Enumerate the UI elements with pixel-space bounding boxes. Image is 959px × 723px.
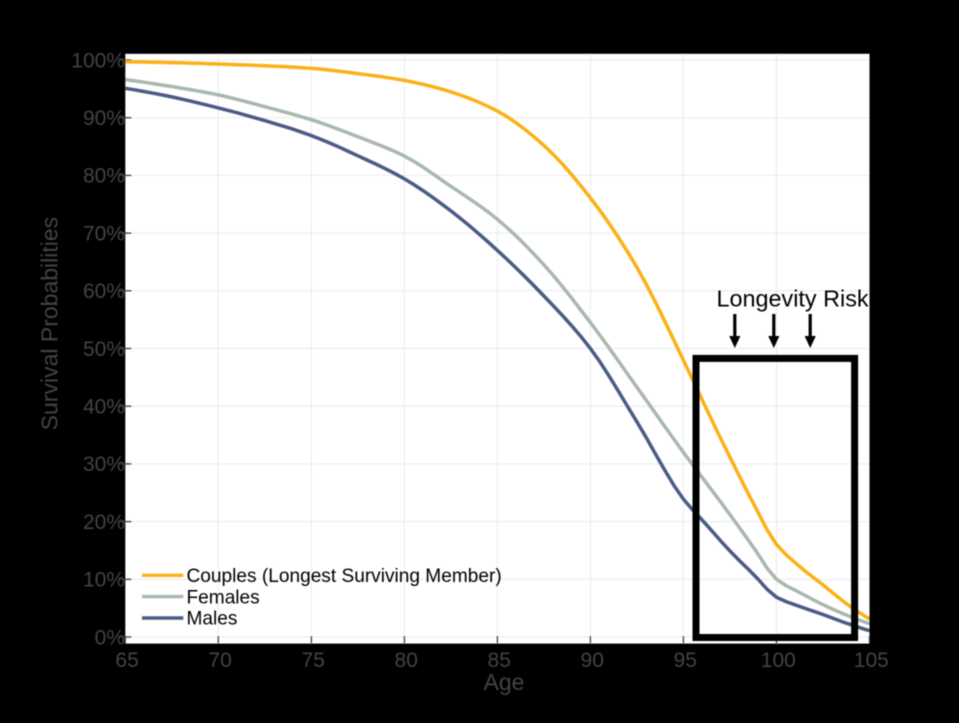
svg-text:80%: 80% <box>83 165 125 188</box>
svg-text:100: 100 <box>761 649 796 672</box>
svg-text:105: 105 <box>854 649 889 672</box>
svg-text:Couples (Longest Surviving Mem: Couples (Longest Surviving Member) <box>187 566 502 587</box>
svg-text:50%: 50% <box>83 338 125 361</box>
svg-text:95: 95 <box>674 649 697 672</box>
svg-text:20%: 20% <box>83 511 125 534</box>
svg-text:100%: 100% <box>71 49 125 72</box>
svg-text:85: 85 <box>488 649 511 672</box>
svg-text:90%: 90% <box>83 107 125 130</box>
svg-text:90: 90 <box>581 649 604 672</box>
svg-text:Males: Males <box>187 609 238 630</box>
svg-text:65: 65 <box>115 649 138 672</box>
svg-text:80: 80 <box>395 649 418 672</box>
svg-text:70%: 70% <box>83 222 125 245</box>
svg-text:40%: 40% <box>83 396 125 419</box>
svg-text:0%: 0% <box>95 626 125 649</box>
svg-text:70: 70 <box>208 649 231 672</box>
svg-text:10%: 10% <box>83 569 125 592</box>
svg-text:Age: Age <box>484 669 525 695</box>
svg-text:60%: 60% <box>83 280 125 303</box>
svg-text:75: 75 <box>302 649 325 672</box>
svg-text:Females: Females <box>187 587 260 608</box>
svg-text:Longevity Risk: Longevity Risk <box>717 285 869 311</box>
svg-text:30%: 30% <box>83 453 125 476</box>
svg-text:Survival Probabilities: Survival Probabilities <box>36 217 62 430</box>
